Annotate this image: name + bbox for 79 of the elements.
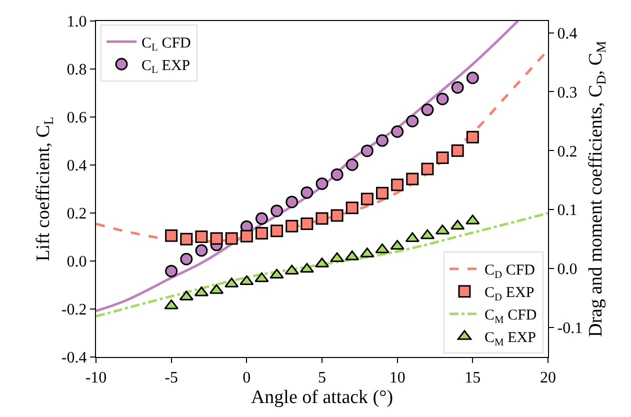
point <box>286 220 298 232</box>
y-tick-label: 0.2 <box>66 206 87 223</box>
legend-label: C$_{D}$ CFD <box>484 262 536 281</box>
point <box>421 162 434 176</box>
point <box>421 104 434 116</box>
point <box>316 177 328 190</box>
point <box>240 230 253 242</box>
point <box>391 125 404 138</box>
point <box>405 232 420 242</box>
point <box>466 72 479 84</box>
point <box>391 178 404 192</box>
point <box>300 218 314 230</box>
point <box>165 264 178 278</box>
y-tick-label: 1.0 <box>66 14 87 31</box>
x-tick-label: -10 <box>85 369 107 386</box>
point <box>286 196 298 208</box>
y2-tick-label: 0.0 <box>557 261 578 278</box>
point <box>210 232 223 245</box>
y-tick-label: 0.6 <box>66 110 87 127</box>
point <box>316 212 328 225</box>
y2-tick-label: 0.3 <box>557 84 578 102</box>
point <box>195 230 208 243</box>
legend-label: C$_{L}$ CFD <box>142 35 192 54</box>
point <box>330 168 344 181</box>
point <box>164 299 178 310</box>
point <box>436 152 449 164</box>
line-series <box>96 212 548 318</box>
point <box>240 275 254 286</box>
point <box>466 130 479 144</box>
y2-tick-label: 0.1 <box>557 202 578 220</box>
point <box>390 240 404 250</box>
point <box>360 192 374 206</box>
y2-tick-label: -0.1 <box>557 320 583 338</box>
y-tick-label: 0.0 <box>66 254 87 271</box>
x-tick-label: 15 <box>464 369 481 386</box>
point <box>180 252 193 266</box>
x-tick-label: 5 <box>318 369 326 386</box>
legend-label: C$_{M}$ CFD <box>484 308 537 326</box>
point <box>346 158 358 172</box>
point <box>420 229 435 240</box>
x-tick-label: 10 <box>389 369 406 386</box>
point <box>300 262 314 273</box>
point <box>451 144 464 157</box>
x-tick-label: 0 <box>242 369 251 386</box>
point <box>376 134 389 147</box>
point <box>165 229 178 242</box>
y-tick-label: 0.4 <box>66 158 87 175</box>
legend-label: C$_{D}$ EXP <box>484 285 534 304</box>
point <box>451 81 464 94</box>
y2-tick-label: 0.4 <box>557 25 578 42</box>
point <box>225 232 238 245</box>
point <box>255 212 268 225</box>
y-tick-label: -0.4 <box>61 350 87 367</box>
y2-tick-label: 0.2 <box>557 143 578 160</box>
y-tick-label: -0.2 <box>61 302 87 319</box>
x-tick-label: 20 <box>540 369 556 386</box>
point <box>270 224 284 238</box>
point <box>195 244 208 257</box>
point <box>180 232 193 246</box>
x-tick-label: -5 <box>164 369 178 386</box>
point <box>330 252 344 262</box>
point <box>255 226 268 240</box>
point <box>346 202 358 214</box>
legend-label: C$_{L}$ EXP <box>142 58 190 76</box>
point <box>375 243 390 254</box>
point <box>300 186 314 199</box>
x-axis-title: Angle of attack (°) <box>250 387 394 408</box>
point <box>450 220 465 230</box>
point <box>406 114 419 128</box>
point <box>254 272 269 282</box>
point <box>360 144 374 158</box>
point <box>270 204 284 218</box>
legend-label: C$_{M}$ EXP <box>484 330 536 348</box>
y-tick-label: 0.8 <box>66 62 87 79</box>
point <box>270 268 284 279</box>
point <box>406 172 419 186</box>
point <box>330 209 344 222</box>
point <box>376 186 389 200</box>
point <box>436 92 449 106</box>
